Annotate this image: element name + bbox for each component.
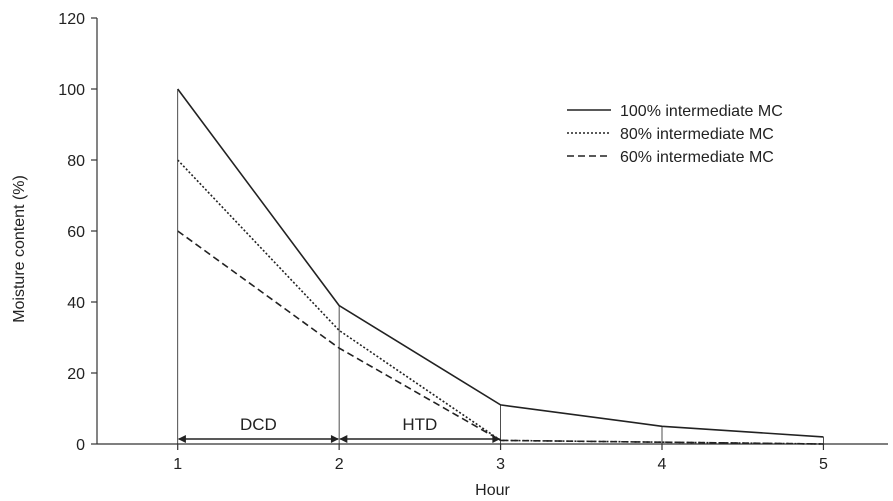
y-tick-label: 100 <box>58 82 85 99</box>
x-tick-label: 2 <box>335 456 344 473</box>
phase-label: HTD <box>402 415 437 434</box>
series-line-2 <box>177 230 824 445</box>
series-layer <box>177 88 824 445</box>
legend-label: 100% intermediate MC <box>620 103 783 120</box>
legend-label: 80% intermediate MC <box>620 126 774 143</box>
y-tick-label: 0 <box>76 437 85 454</box>
y-tick-label: 120 <box>58 11 85 28</box>
y-tick-label: 60 <box>67 224 85 241</box>
x-tick-label: 4 <box>658 456 667 473</box>
x-axis-title: Hour <box>475 482 510 499</box>
x-tick-label: 5 <box>819 456 828 473</box>
y-tick-label: 20 <box>67 366 85 383</box>
drop-lines <box>177 89 824 444</box>
y-tick-label: 40 <box>67 295 85 312</box>
legend: 100% intermediate MC 80% intermediate MC 6… <box>567 103 783 166</box>
x-tick-label: 3 <box>496 456 505 473</box>
y-tick-label: 80 <box>67 153 85 170</box>
x-tick-label: 1 <box>173 456 182 473</box>
axes: 0 20 40 60 80 100 120 1 2 3 4 5 <box>58 11 888 473</box>
series-line-0 <box>177 88 824 438</box>
series-line-1 <box>177 159 824 445</box>
legend-label: 60% intermediate MC <box>620 149 774 166</box>
phase-label: DCD <box>240 415 277 434</box>
annotation-layer: DCD HTD <box>177 415 501 443</box>
y-axis-title: Moisture content (%) <box>11 175 28 323</box>
